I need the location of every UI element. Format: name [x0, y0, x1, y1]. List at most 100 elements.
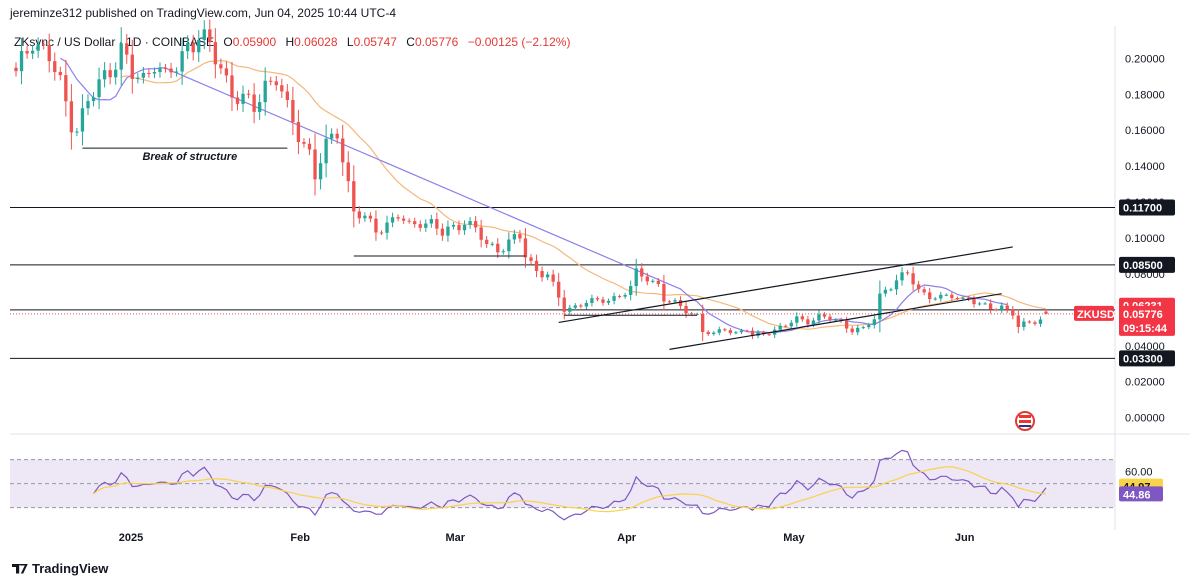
candle-body[interactable] [36, 44, 40, 51]
candle-body[interactable] [346, 162, 350, 182]
candle-body[interactable] [69, 101, 74, 133]
candle-body[interactable] [401, 218, 406, 221]
candle-body[interactable] [252, 94, 256, 112]
candle-body[interactable] [961, 297, 965, 299]
candle-body[interactable] [396, 217, 400, 219]
candle-body[interactable] [102, 70, 107, 80]
candle-body[interactable] [440, 228, 445, 236]
candle-body[interactable] [418, 224, 422, 228]
candle-body[interactable] [905, 272, 910, 274]
candle-body[interactable] [689, 313, 694, 315]
candle-body[interactable] [584, 302, 589, 307]
candle-body[interactable] [114, 69, 118, 78]
candle-body[interactable] [1011, 309, 1015, 316]
candle-body[interactable] [734, 332, 738, 334]
candle-body[interactable] [130, 54, 134, 79]
candle-body[interactable] [163, 68, 168, 70]
candle-body[interactable] [1022, 321, 1026, 327]
candle-body[interactable] [573, 305, 577, 308]
candle-body[interactable] [568, 307, 572, 312]
candle-body[interactable] [656, 280, 661, 284]
candle-body[interactable] [579, 305, 583, 307]
candle-body[interactable] [341, 138, 345, 163]
candle-body[interactable] [595, 298, 600, 300]
candle-body[interactable] [739, 330, 744, 333]
candle-body[interactable] [789, 322, 793, 327]
candle-body[interactable] [269, 80, 273, 82]
candle-body[interactable] [529, 257, 533, 261]
candle-body[interactable] [712, 332, 716, 335]
candle-body[interactable] [390, 217, 395, 223]
candle-body[interactable] [606, 300, 611, 303]
candle-body[interactable] [186, 43, 190, 52]
candle-body[interactable] [916, 284, 921, 290]
candle-body[interactable] [174, 71, 179, 73]
candle-body[interactable] [490, 243, 494, 245]
candle-body[interactable] [357, 211, 361, 219]
candle-body[interactable] [435, 219, 439, 229]
candle-body[interactable] [335, 133, 339, 139]
candle-body[interactable] [197, 39, 201, 53]
candle-body[interactable] [590, 298, 594, 303]
candle-body[interactable] [523, 238, 528, 258]
candle-body[interactable] [728, 330, 733, 334]
candle-body[interactable] [462, 224, 467, 231]
candle-body[interactable] [213, 42, 218, 65]
candle-body[interactable] [706, 331, 710, 335]
candle-body[interactable] [257, 102, 262, 112]
candle-body[interactable] [617, 296, 622, 298]
candle-body[interactable] [91, 97, 96, 102]
candle-body[interactable] [468, 221, 472, 225]
candle-body[interactable] [872, 319, 876, 325]
candle-body[interactable] [280, 85, 284, 92]
candle-body[interactable] [58, 71, 62, 76]
candle-body[interactable] [911, 273, 915, 285]
candle-body[interactable] [534, 260, 539, 271]
candle-body[interactable] [14, 67, 18, 72]
trend-channel-line-1[interactable] [669, 293, 1002, 350]
candle-body[interactable] [977, 303, 982, 305]
candle-body[interactable] [86, 101, 90, 109]
candle-body[interactable] [933, 298, 937, 300]
candle-body[interactable] [136, 77, 140, 79]
candle-body[interactable] [507, 239, 511, 252]
candle-body[interactable] [313, 149, 317, 180]
candle-body[interactable] [80, 108, 85, 132]
candle-body[interactable] [1033, 322, 1037, 324]
candle-body[interactable] [202, 29, 206, 40]
candle-body[interactable] [329, 133, 334, 139]
candle-body[interactable] [800, 316, 805, 320]
candle-body[interactable] [108, 70, 112, 78]
candle-body[interactable] [363, 215, 367, 219]
candle-body[interactable] [1000, 305, 1004, 310]
candle-body[interactable] [180, 51, 184, 72]
candle-body[interactable] [828, 316, 832, 320]
candle-body[interactable] [717, 329, 721, 333]
candle-body[interactable] [191, 43, 195, 53]
candle-body[interactable] [512, 234, 517, 240]
candle-body[interactable] [75, 131, 79, 133]
candle-body[interactable] [125, 43, 129, 55]
candle-body[interactable] [1038, 319, 1043, 324]
candle-body[interactable] [833, 319, 838, 321]
candle-body[interactable] [612, 296, 616, 301]
candle-body[interactable] [230, 75, 234, 98]
candle-body[interactable] [651, 280, 655, 282]
candle-body[interactable] [623, 294, 627, 297]
candle-body[interactable] [296, 121, 301, 142]
candle-body[interactable] [811, 320, 816, 325]
candle-body[interactable] [274, 81, 278, 86]
candle-body[interactable] [496, 243, 500, 253]
candle-body[interactable] [817, 314, 821, 321]
candle-body[interactable] [922, 289, 926, 293]
candle-body[interactable] [19, 51, 24, 72]
trend-channel-line-0[interactable] [558, 246, 1013, 324]
candle-body[interactable] [413, 221, 417, 225]
candle-body[interactable] [988, 303, 993, 310]
candle-body[interactable] [53, 61, 57, 72]
candle-body[interactable] [806, 319, 810, 325]
candle-body[interactable] [119, 43, 123, 70]
candle-body[interactable] [479, 227, 483, 240]
candle-body[interactable] [429, 219, 433, 224]
